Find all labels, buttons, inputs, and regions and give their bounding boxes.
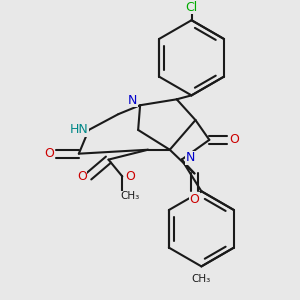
Text: HN: HN: [69, 124, 88, 136]
Text: N: N: [128, 94, 137, 107]
Text: Cl: Cl: [185, 1, 198, 14]
Text: O: O: [77, 170, 87, 183]
Text: CH₃: CH₃: [121, 191, 140, 201]
Text: O: O: [190, 193, 200, 206]
Text: N: N: [186, 151, 195, 164]
Text: O: O: [125, 170, 135, 183]
Text: O: O: [44, 147, 54, 160]
Text: O: O: [229, 133, 239, 146]
Text: CH₃: CH₃: [192, 274, 211, 284]
